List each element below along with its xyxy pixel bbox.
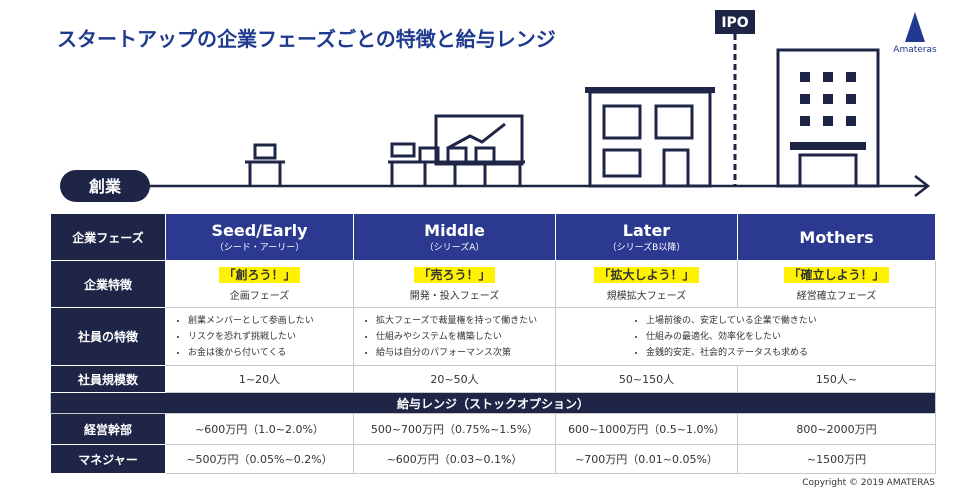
row-label: 企業特徴: [50, 260, 166, 308]
employee-item: 拡大フェーズで裁量権を持って働きたい: [376, 313, 555, 329]
employee-list: 創業メンバーとして参画したいリスクを恐れず挑戦したいお金は後から付いてくる: [166, 313, 353, 361]
phase: Later （シリーズB以降）: [555, 213, 738, 261]
description: 経営確立フェーズ: [796, 291, 877, 302]
executive-cell: 500~700万円（0.75%~1.5%）: [353, 413, 556, 445]
phase: Middle （シリーズA）: [353, 213, 556, 261]
logo-mark: [905, 12, 925, 42]
phase: Seed/Early （シード・アーリー）: [165, 213, 354, 261]
employee-item: 仕組みの最適化、効率化をしたい: [646, 329, 935, 345]
feature-cell: 「売ろう！」開発・投入フェーズ: [353, 260, 556, 308]
size-cell: 50~150人: [555, 365, 738, 393]
employee-item: 金銭的安定、社会的ステータスも求める: [646, 345, 935, 361]
seed-desk: [245, 143, 285, 186]
executive-cell: 800~2000万円: [737, 413, 936, 445]
phase-name: Seed/Early: [211, 221, 308, 240]
later-building: [585, 87, 715, 188]
employee-item: 創業メンバーとして参画したい: [188, 313, 353, 329]
manager-cell: ~1500万円: [737, 444, 936, 474]
employee-item: リスクを恐れず挑戦したい: [188, 329, 353, 345]
description: 企画フェーズ: [229, 291, 290, 302]
row-label: 企業フェーズ: [50, 213, 166, 261]
row-label: 社員の特徴: [50, 307, 166, 366]
employee-list: 拡大フェーズで裁量権を持って働きたい仕組みやシステムを構築したい給与は自分のパフ…: [354, 313, 555, 361]
start: 創業: [88, 177, 122, 196]
employee-item: 仕組みやシステムを構築したい: [376, 329, 555, 345]
phase-name: Middle: [424, 221, 485, 240]
phase-name: Later: [622, 221, 671, 240]
size-cell: 1~20人: [165, 365, 354, 393]
copyright: Copyright © 2019 AMATERAS: [802, 478, 935, 488]
employee-cell: 創業メンバーとして参画したいリスクを恐れず挑戦したいお金は後から付いてくる: [165, 307, 354, 366]
start-pill: [60, 170, 150, 202]
timeline-arrow: [914, 175, 931, 197]
phase-table: 企業フェーズ Seed/Early （シード・アーリー） Middle （シリーズA…: [50, 213, 936, 474]
ipo: IPO: [721, 15, 748, 31]
slogan: 「確立しよう！」: [784, 267, 889, 283]
description: 開発・投入フェーズ: [409, 291, 500, 302]
size-cell: 20~50人: [353, 365, 556, 393]
executive-cell: ~600万円（1.0~2.0%）: [165, 413, 354, 445]
phase-sub: （シリーズB以降）: [607, 243, 686, 253]
employee-item: 給与は自分のパフォーマンス次第: [376, 345, 555, 361]
phase-sub: （シリーズA）: [424, 243, 485, 253]
phase: Mothers: [737, 213, 936, 261]
slogan: 「売ろう！」: [414, 267, 495, 283]
employee-list: 上場前後の、安定している企業で働きたい仕組みの最適化、効率化をしたい金銭的安定、…: [556, 313, 935, 361]
employee-cell: 拡大フェーズで裁量権を持って働きたい仕組みやシステムを構築したい給与は自分のパフ…: [353, 307, 556, 366]
employee-cell: 上場前後の、安定している企業で働きたい仕組みの最適化、効率化をしたい金銭的安定、…: [555, 307, 936, 366]
row-label: 社員規模数: [50, 365, 166, 393]
ipo-box: [715, 10, 755, 34]
slogan: 「拡大しよう！」: [594, 267, 699, 283]
middle-office: [388, 114, 525, 186]
employee-item: お金は後から付いてくる: [188, 345, 353, 361]
size-cell: 150人~: [737, 365, 936, 393]
mothers-building: [776, 48, 880, 188]
logo: Amateras: [893, 45, 937, 55]
manager-cell: ~600万円（0.03~0.1%）: [353, 444, 556, 474]
description: 規模拡大フェーズ: [606, 291, 687, 302]
section-title: 給与レンジ（ストックオプション）: [50, 392, 936, 414]
employee-item: 上場前後の、安定している企業で働きたい: [646, 313, 935, 329]
feature-cell: 「創ろう！」企画フェーズ: [165, 260, 354, 308]
title: スタートアップの企業フェーズごとの特徴と給与レンジ: [57, 27, 556, 51]
phase-sub: （シード・アーリー）: [214, 243, 305, 253]
row-label: 経営幹部: [50, 413, 166, 445]
row-label: マネジャー: [50, 444, 166, 474]
manager-cell: ~700万円（0.01~0.05%）: [555, 444, 738, 474]
phase-name: Mothers: [799, 227, 874, 247]
feature-cell: 「拡大しよう！」規模拡大フェーズ: [555, 260, 738, 308]
manager-cell: ~500万円（0.05%~0.2%）: [165, 444, 354, 474]
executive-cell: 600~1000万円（0.5~1.0%）: [555, 413, 738, 445]
feature-cell: 「確立しよう！」経営確立フェーズ: [737, 260, 936, 308]
slogan: 「創ろう！」: [219, 267, 300, 283]
